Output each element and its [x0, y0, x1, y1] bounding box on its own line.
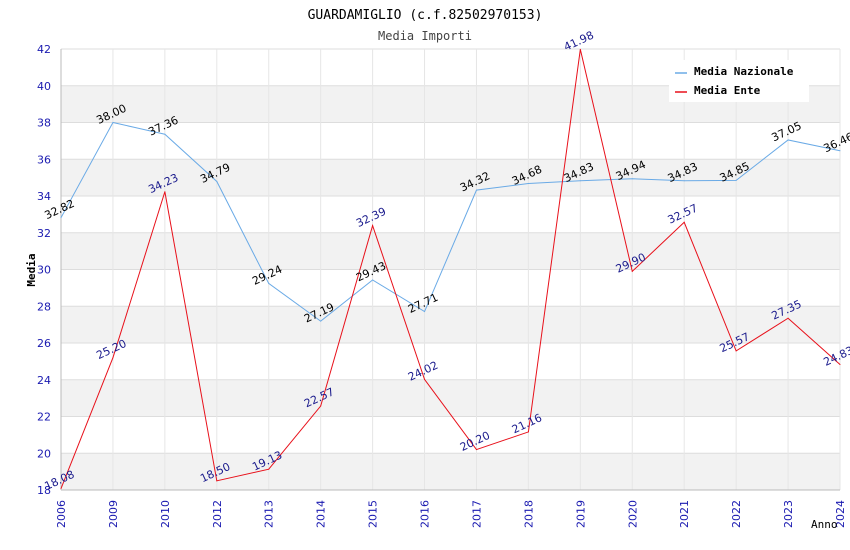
data-point	[112, 122, 114, 123]
y-tick-label: 38	[37, 117, 51, 130]
series-lines	[60, 48, 841, 490]
data-point	[787, 317, 789, 319]
x-tick-label: 2022	[730, 500, 743, 528]
y-tick-label: 36	[37, 153, 51, 166]
data-point	[683, 221, 685, 223]
data-point	[527, 431, 529, 433]
x-tick-label: 2006	[55, 500, 68, 528]
y-tick-labels: 18 20 22 24 26 28 30 32 34 36 38 40 42	[37, 43, 51, 497]
data-point	[735, 350, 737, 352]
x-axis-label: Anno	[811, 518, 838, 531]
data-point	[787, 139, 789, 141]
data-point	[216, 180, 218, 182]
data-label: 32.57	[666, 202, 700, 227]
legend-label-media-ente: Media Ente	[694, 84, 761, 97]
x-tick-label: 2013	[263, 500, 276, 528]
data-label: 32.39	[354, 205, 388, 230]
x-tick-label: 2018	[522, 500, 535, 528]
y-tick-label: 24	[37, 374, 51, 387]
data-point	[683, 180, 685, 182]
data-point	[839, 363, 841, 365]
y-tick-label: 26	[37, 337, 51, 350]
data-point	[164, 191, 166, 193]
y-tick-label: 42	[37, 43, 51, 56]
y-tick-label: 28	[37, 300, 51, 313]
data-point	[268, 282, 270, 284]
data-point	[60, 217, 62, 219]
x-tick-label: 2023	[782, 500, 795, 528]
x-tick-label: 2024	[834, 500, 847, 528]
y-tick-label: 34	[37, 190, 51, 203]
legend-box	[669, 60, 809, 102]
data-point	[268, 468, 270, 470]
grid-band	[61, 379, 840, 417]
x-tick-label: 2016	[419, 500, 432, 528]
legend-label-media-nazionale: Media Nazionale	[694, 65, 794, 78]
data-point	[527, 183, 529, 185]
data-point	[372, 279, 374, 281]
y-tick-label: 30	[37, 264, 51, 277]
y-tick-label: 22	[37, 411, 51, 424]
data-point	[320, 320, 322, 322]
x-tick-label: 2015	[367, 500, 380, 528]
y-tick-label: 32	[37, 227, 51, 240]
y-axis-label: Media	[25, 253, 38, 286]
grid-band	[61, 453, 840, 490]
x-tick-label: 2012	[211, 500, 224, 528]
data-point	[735, 179, 737, 181]
series-line-0	[60, 121, 841, 322]
data-point	[631, 178, 633, 180]
data-point	[475, 189, 477, 191]
data-point	[475, 449, 477, 451]
data-point	[424, 311, 426, 313]
data-label: 41.98	[562, 29, 596, 54]
data-point	[164, 133, 166, 135]
x-tick-labels: 2006 2009 2010 2012 2013 2014 2015 2016 2017 2018…	[55, 500, 847, 528]
grid-band	[61, 306, 840, 343]
y-tick-label: 40	[37, 80, 51, 93]
data-label: 20.20	[458, 429, 492, 454]
chart-title: GUARDAMIGLIO (c.f.82502970153)	[308, 8, 543, 23]
x-tick-label: 2017	[470, 500, 483, 528]
data-point	[631, 270, 633, 272]
data-point	[320, 405, 322, 407]
grid-band	[61, 159, 840, 196]
grid-bands	[61, 85, 840, 490]
x-tick-label: 2009	[107, 500, 120, 528]
data-point	[112, 357, 114, 359]
series-line-1	[60, 49, 841, 489]
y-tick-label: 18	[37, 484, 51, 497]
x-tick-label: 2020	[626, 500, 639, 528]
data-point	[424, 378, 426, 380]
data-point	[579, 180, 581, 182]
data-point	[839, 150, 841, 152]
data-label: 36.46	[821, 130, 850, 155]
y-tick-label: 20	[37, 447, 51, 460]
x-tick-label: 2019	[574, 500, 587, 528]
data-label: 24.83	[821, 344, 850, 369]
x-tick-label: 2021	[678, 500, 691, 528]
data-point	[216, 480, 218, 482]
grid-lines	[60, 48, 841, 491]
data-point	[60, 488, 62, 490]
legend: Media Nazionale Media Ente	[669, 60, 809, 102]
data-point	[372, 225, 374, 227]
chart-subtitle: Media Importi	[378, 29, 472, 43]
x-tick-label: 2014	[315, 500, 328, 528]
x-tick-label: 2010	[159, 500, 172, 528]
data-point	[579, 48, 581, 50]
